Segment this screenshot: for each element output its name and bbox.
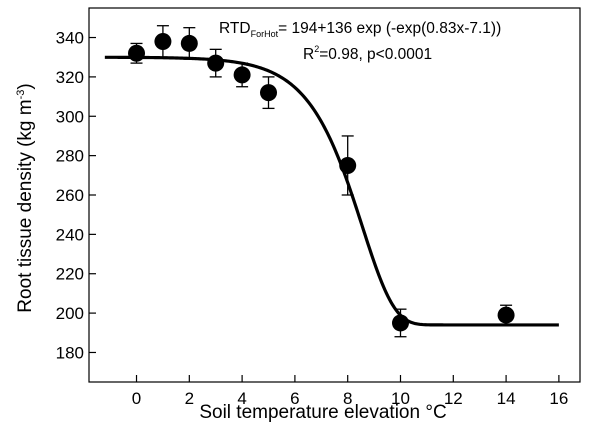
x-axis-title: Soil temperature elevation °C xyxy=(199,402,446,423)
fit-statistics: R2=0.98, p<0.0001 xyxy=(303,44,432,63)
x-tick-label: 6 xyxy=(290,389,299,408)
y-tick-label: 200 xyxy=(56,304,84,323)
data-point xyxy=(260,84,278,102)
x-tick-label: 10 xyxy=(391,389,410,408)
y-tick-label: 180 xyxy=(56,343,84,362)
data-point xyxy=(180,34,198,52)
x-tick-label: 12 xyxy=(444,389,463,408)
y-tick-label: 260 xyxy=(56,186,84,205)
y-axis-title: Root tissue density (kg m-3) xyxy=(15,83,36,312)
y-tick-label: 220 xyxy=(56,265,84,284)
plot-area xyxy=(104,25,559,338)
data-point xyxy=(497,306,515,324)
y-tick-label: 240 xyxy=(56,225,84,244)
data-point xyxy=(154,32,172,50)
y-tick-label: 340 xyxy=(56,29,84,48)
axes: 0 2 4 6 8 10 12 14 16 180 200 220 240 260 280 300 320 340 xyxy=(56,7,581,408)
x-tick-label: 4 xyxy=(237,389,246,408)
data-point xyxy=(339,156,357,174)
data-point xyxy=(391,314,409,332)
fit-curve xyxy=(104,55,559,327)
fit-equation: RTDForHot= 194+136 exp (-exp(0.83x-7.1)) xyxy=(219,20,501,39)
x-tick-label: 8 xyxy=(343,389,352,408)
data-point xyxy=(128,44,146,62)
x-tick-label: 2 xyxy=(185,389,194,408)
y-tick-label: 280 xyxy=(56,147,84,166)
data-point xyxy=(233,66,251,84)
data-point xyxy=(207,54,225,72)
y-tick-label: 300 xyxy=(56,107,84,126)
x-tick-label: 16 xyxy=(549,389,568,408)
y-tick-label: 320 xyxy=(56,68,84,87)
x-tick-label: 14 xyxy=(497,389,516,408)
x-tick-label: 0 xyxy=(132,389,141,408)
